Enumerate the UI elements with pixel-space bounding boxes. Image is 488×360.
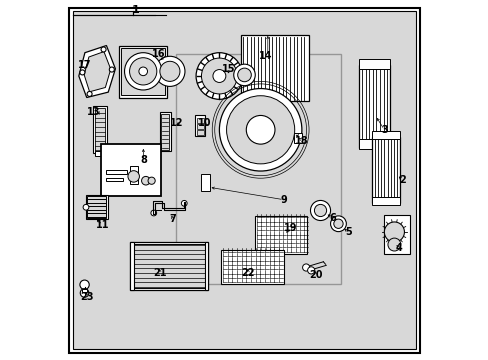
Circle shape: [307, 267, 314, 274]
Bar: [121, 48, 164, 95]
Bar: [315, 206, 325, 213]
Bar: [241, 35, 308, 101]
Circle shape: [314, 204, 326, 217]
Text: 23: 23: [80, 292, 93, 302]
Bar: [95, 151, 102, 156]
Bar: [196, 118, 203, 123]
Circle shape: [151, 210, 156, 216]
Bar: [130, 242, 134, 291]
Text: 6: 6: [328, 213, 335, 222]
Text: 12: 12: [169, 118, 183, 128]
Circle shape: [128, 171, 139, 182]
Circle shape: [233, 64, 255, 86]
Circle shape: [80, 289, 89, 297]
Text: 17: 17: [78, 60, 91, 70]
Bar: [201, 174, 209, 192]
Circle shape: [148, 177, 155, 184]
Bar: [161, 114, 169, 149]
Bar: [130, 242, 207, 291]
Bar: [371, 137, 400, 203]
Bar: [196, 124, 203, 129]
Circle shape: [80, 70, 85, 75]
Text: 16: 16: [151, 49, 165, 59]
Circle shape: [237, 68, 251, 82]
Text: 22: 22: [241, 268, 254, 278]
Circle shape: [384, 222, 404, 242]
Text: 5: 5: [345, 227, 351, 237]
Bar: [359, 59, 389, 69]
Circle shape: [181, 201, 187, 206]
Bar: [293, 133, 301, 143]
Text: 7: 7: [169, 215, 176, 224]
Bar: [371, 197, 400, 205]
Circle shape: [101, 47, 106, 52]
Bar: [196, 130, 203, 135]
Text: 15: 15: [221, 64, 235, 74]
Text: 14: 14: [259, 51, 272, 61]
Text: 20: 20: [309, 270, 322, 280]
Bar: [105, 178, 122, 181]
Circle shape: [83, 204, 89, 210]
Circle shape: [129, 58, 157, 85]
Bar: [359, 65, 389, 148]
Bar: [94, 108, 105, 152]
Circle shape: [310, 201, 330, 221]
Text: 18: 18: [294, 136, 308, 145]
Circle shape: [387, 238, 400, 251]
Bar: [176, 54, 341, 284]
Circle shape: [142, 176, 150, 185]
Circle shape: [212, 69, 225, 82]
Polygon shape: [79, 45, 115, 98]
Bar: [129, 166, 137, 184]
Bar: [93, 107, 106, 153]
Bar: [82, 289, 87, 292]
Bar: [371, 131, 400, 139]
Text: 19: 19: [284, 224, 297, 233]
Text: 3: 3: [380, 125, 387, 135]
Bar: [101, 144, 161, 196]
Circle shape: [246, 116, 274, 144]
Polygon shape: [84, 51, 110, 92]
Circle shape: [196, 53, 242, 99]
Bar: [87, 197, 106, 218]
Text: 1: 1: [131, 5, 139, 15]
Bar: [384, 215, 409, 253]
Circle shape: [201, 58, 237, 94]
Circle shape: [302, 264, 309, 271]
Circle shape: [139, 67, 147, 76]
Circle shape: [333, 219, 343, 228]
Circle shape: [80, 280, 89, 289]
Bar: [333, 217, 341, 230]
Circle shape: [109, 67, 114, 72]
Text: 10: 10: [198, 118, 211, 128]
Bar: [359, 139, 389, 149]
Bar: [195, 116, 205, 136]
Text: 2: 2: [398, 175, 405, 185]
Bar: [221, 250, 284, 284]
Circle shape: [155, 56, 184, 86]
Bar: [86, 195, 107, 220]
Bar: [132, 244, 205, 288]
Text: 11: 11: [96, 220, 109, 230]
Bar: [105, 170, 127, 174]
Text: 8: 8: [140, 155, 146, 165]
Circle shape: [226, 96, 294, 164]
Text: 4: 4: [394, 243, 401, 253]
Bar: [255, 216, 306, 253]
Bar: [159, 112, 171, 151]
Circle shape: [160, 61, 180, 81]
Text: 9: 9: [280, 195, 287, 205]
Text: 13: 13: [87, 107, 101, 117]
Bar: [204, 242, 208, 291]
Bar: [119, 45, 167, 98]
Text: 21: 21: [153, 268, 166, 278]
Circle shape: [124, 53, 162, 90]
Circle shape: [219, 89, 301, 171]
Circle shape: [330, 216, 346, 231]
Circle shape: [87, 91, 92, 96]
